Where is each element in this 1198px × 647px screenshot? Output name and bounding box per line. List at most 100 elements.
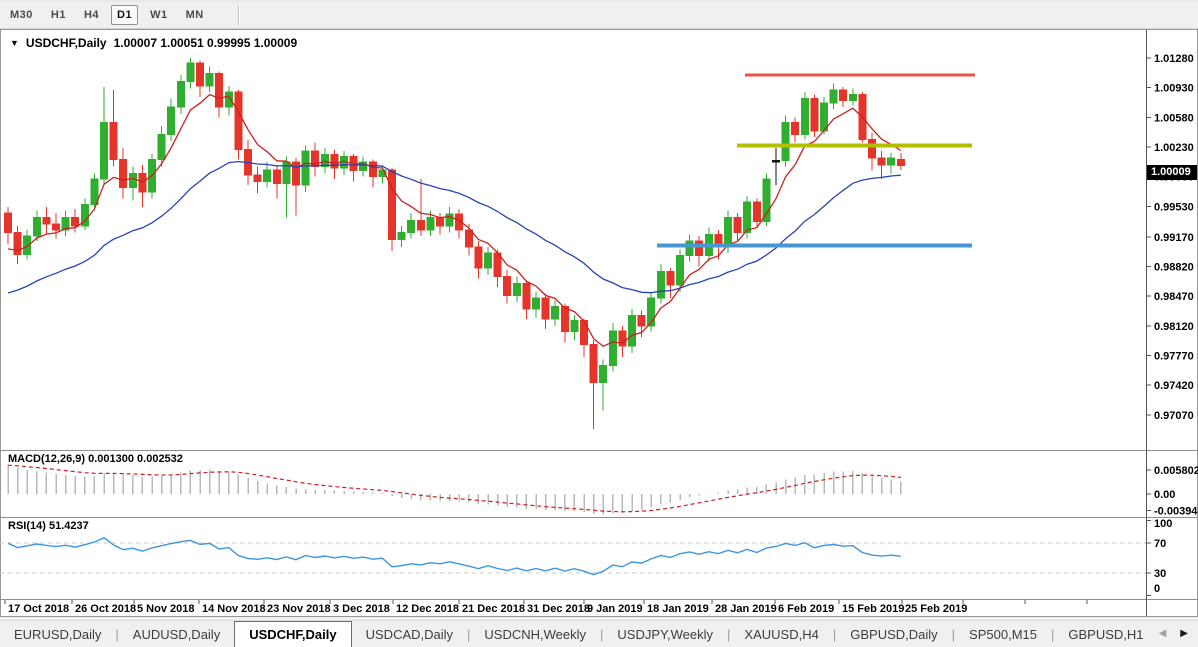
- candle-body: [570, 320, 579, 333]
- candle-body: [551, 305, 560, 320]
- time-axis-label: 17 Oct 2018: [8, 603, 69, 615]
- tab-eurusd-daily[interactable]: EURUSD,Daily: [14, 626, 102, 642]
- candle-body: [292, 161, 300, 186]
- candle-body: [484, 252, 492, 269]
- candle-body: [196, 62, 204, 87]
- candle-body: [13, 232, 22, 256]
- time-axis-label: 28 Jan 2019: [715, 603, 777, 615]
- candle-body: [877, 157, 886, 166]
- candle-body: [320, 154, 329, 167]
- candle-body: [896, 159, 905, 167]
- candle-body: [628, 315, 636, 347]
- candle-body: [407, 220, 416, 234]
- candle-body: [752, 201, 761, 223]
- candle-body: [887, 157, 896, 166]
- candle-body: [272, 169, 281, 184]
- timeframe-button-h1[interactable]: H1: [50, 9, 66, 21]
- tab-audusd-daily[interactable]: AUDUSD,Daily: [132, 626, 221, 642]
- candle-body: [301, 150, 310, 186]
- candle-body: [839, 89, 848, 101]
- candle-body: [23, 235, 32, 256]
- candle-body: [800, 98, 809, 135]
- tab-usdcad-daily[interactable]: USDCAD,Daily: [365, 626, 454, 642]
- macd-label: MACD(12,26,9): [8, 453, 86, 465]
- chart-canvas[interactable]: 1.012801.009301.005801.002300.998800.995…: [0, 0, 1198, 620]
- time-axis-label: 26 Oct 2018: [75, 603, 136, 615]
- candle-body: [868, 138, 876, 159]
- moving-average-slow-blue: [7, 160, 901, 294]
- candle-body: [522, 282, 531, 310]
- candle-body: [4, 212, 12, 234]
- candle-body: [532, 297, 540, 310]
- candle-body: [368, 161, 377, 178]
- price-axis-label: 0.97070: [1154, 410, 1194, 422]
- tab-scroll-arrows: ◀ ▶: [1149, 621, 1198, 647]
- moving-average-fast-red: [7, 93, 902, 348]
- tab-usdcnh-weekly[interactable]: USDCNH,Weekly: [484, 626, 587, 642]
- candle-body: [282, 161, 291, 184]
- tab-separator: |: [600, 626, 604, 642]
- time-axis-label: 3 Dec 2018: [333, 603, 390, 615]
- candle-body: [560, 305, 569, 333]
- price-axis-label: 1.00930: [1154, 83, 1194, 95]
- tab-usdchf-daily[interactable]: USDCHF,Daily: [234, 621, 352, 647]
- candle-body: [32, 216, 41, 237]
- tab-gbpusd-daily[interactable]: GBPUSD,Daily: [850, 626, 938, 642]
- tab-xauusd-h4[interactable]: XAUUSD,H4: [744, 626, 819, 642]
- candle-body: [685, 240, 694, 256]
- candle-body: [205, 72, 214, 87]
- timeframe-toolbar: M30 H1 H4 D1 W1 MN: [0, 0, 1198, 29]
- candle-body: [762, 178, 771, 223]
- macd-signal-line: [7, 464, 901, 513]
- tab-usdjpy-weekly[interactable]: USDJPY,Weekly: [617, 626, 714, 642]
- tab-separator: |: [727, 626, 731, 642]
- candle-body: [234, 91, 243, 151]
- candle-body: [378, 169, 387, 178]
- time-axis-label: 12 Dec 2018: [396, 603, 459, 615]
- tab-scroll-right-icon[interactable]: ▶: [1180, 628, 1188, 639]
- candle-body: [176, 81, 185, 108]
- candle-body: [263, 169, 272, 183]
- rsi-axis-label: 30: [1154, 568, 1166, 580]
- candle-body: [167, 106, 176, 135]
- candle-body: [676, 254, 684, 286]
- candle-body: [474, 246, 483, 269]
- timeframe-button-h4[interactable]: H4: [83, 9, 100, 21]
- chart-dropdown-icon[interactable]: ▼: [10, 38, 19, 48]
- candle-body: [666, 271, 675, 286]
- candle-body: [445, 213, 454, 227]
- rsi-axis-label: 0: [1154, 583, 1160, 595]
- timeframe-button-m30[interactable]: M30: [10, 9, 33, 21]
- candle-body: [455, 213, 464, 231]
- timeframe-button-mn[interactable]: MN: [185, 9, 204, 21]
- candle-body: [656, 271, 665, 299]
- candle-body: [541, 297, 550, 320]
- rsi-label: RSI(14): [8, 520, 46, 532]
- tab-gbpusd-h1[interactable]: GBPUSD,H1: [1068, 626, 1144, 642]
- tab-separator: |: [951, 626, 956, 642]
- toolbar-separator: [237, 5, 240, 25]
- tab-sp500-m15[interactable]: SP500,M15: [969, 626, 1037, 642]
- candle-body: [224, 91, 233, 108]
- timeframe-button-w1[interactable]: W1: [150, 9, 168, 21]
- tab-separator: |: [1050, 626, 1055, 642]
- price-axis-label: 0.98470: [1154, 291, 1194, 303]
- candle-body: [647, 297, 656, 327]
- candle-body: [42, 216, 51, 225]
- candle-body: [781, 121, 790, 162]
- candle-body: [253, 174, 262, 183]
- candle-body: [61, 216, 70, 231]
- tab-separator: |: [832, 626, 837, 642]
- time-axis-label: 31 Dec 2018: [527, 603, 590, 615]
- timeframe-button-d1[interactable]: D1: [111, 5, 139, 25]
- time-axis-label: 6 Feb 2019: [778, 603, 834, 615]
- price-axis-label: 1.00230: [1154, 142, 1194, 154]
- candle-body: [436, 216, 444, 227]
- price-axis-label: 0.99170: [1154, 232, 1194, 244]
- time-axis-label: 21 Dec 2018: [462, 603, 525, 615]
- candle-body: [100, 121, 108, 180]
- candle-body: [608, 330, 617, 367]
- candle-body: [90, 178, 99, 206]
- candle-body: [791, 121, 800, 135]
- tab-scroll-left-icon[interactable]: ◀: [1158, 628, 1167, 639]
